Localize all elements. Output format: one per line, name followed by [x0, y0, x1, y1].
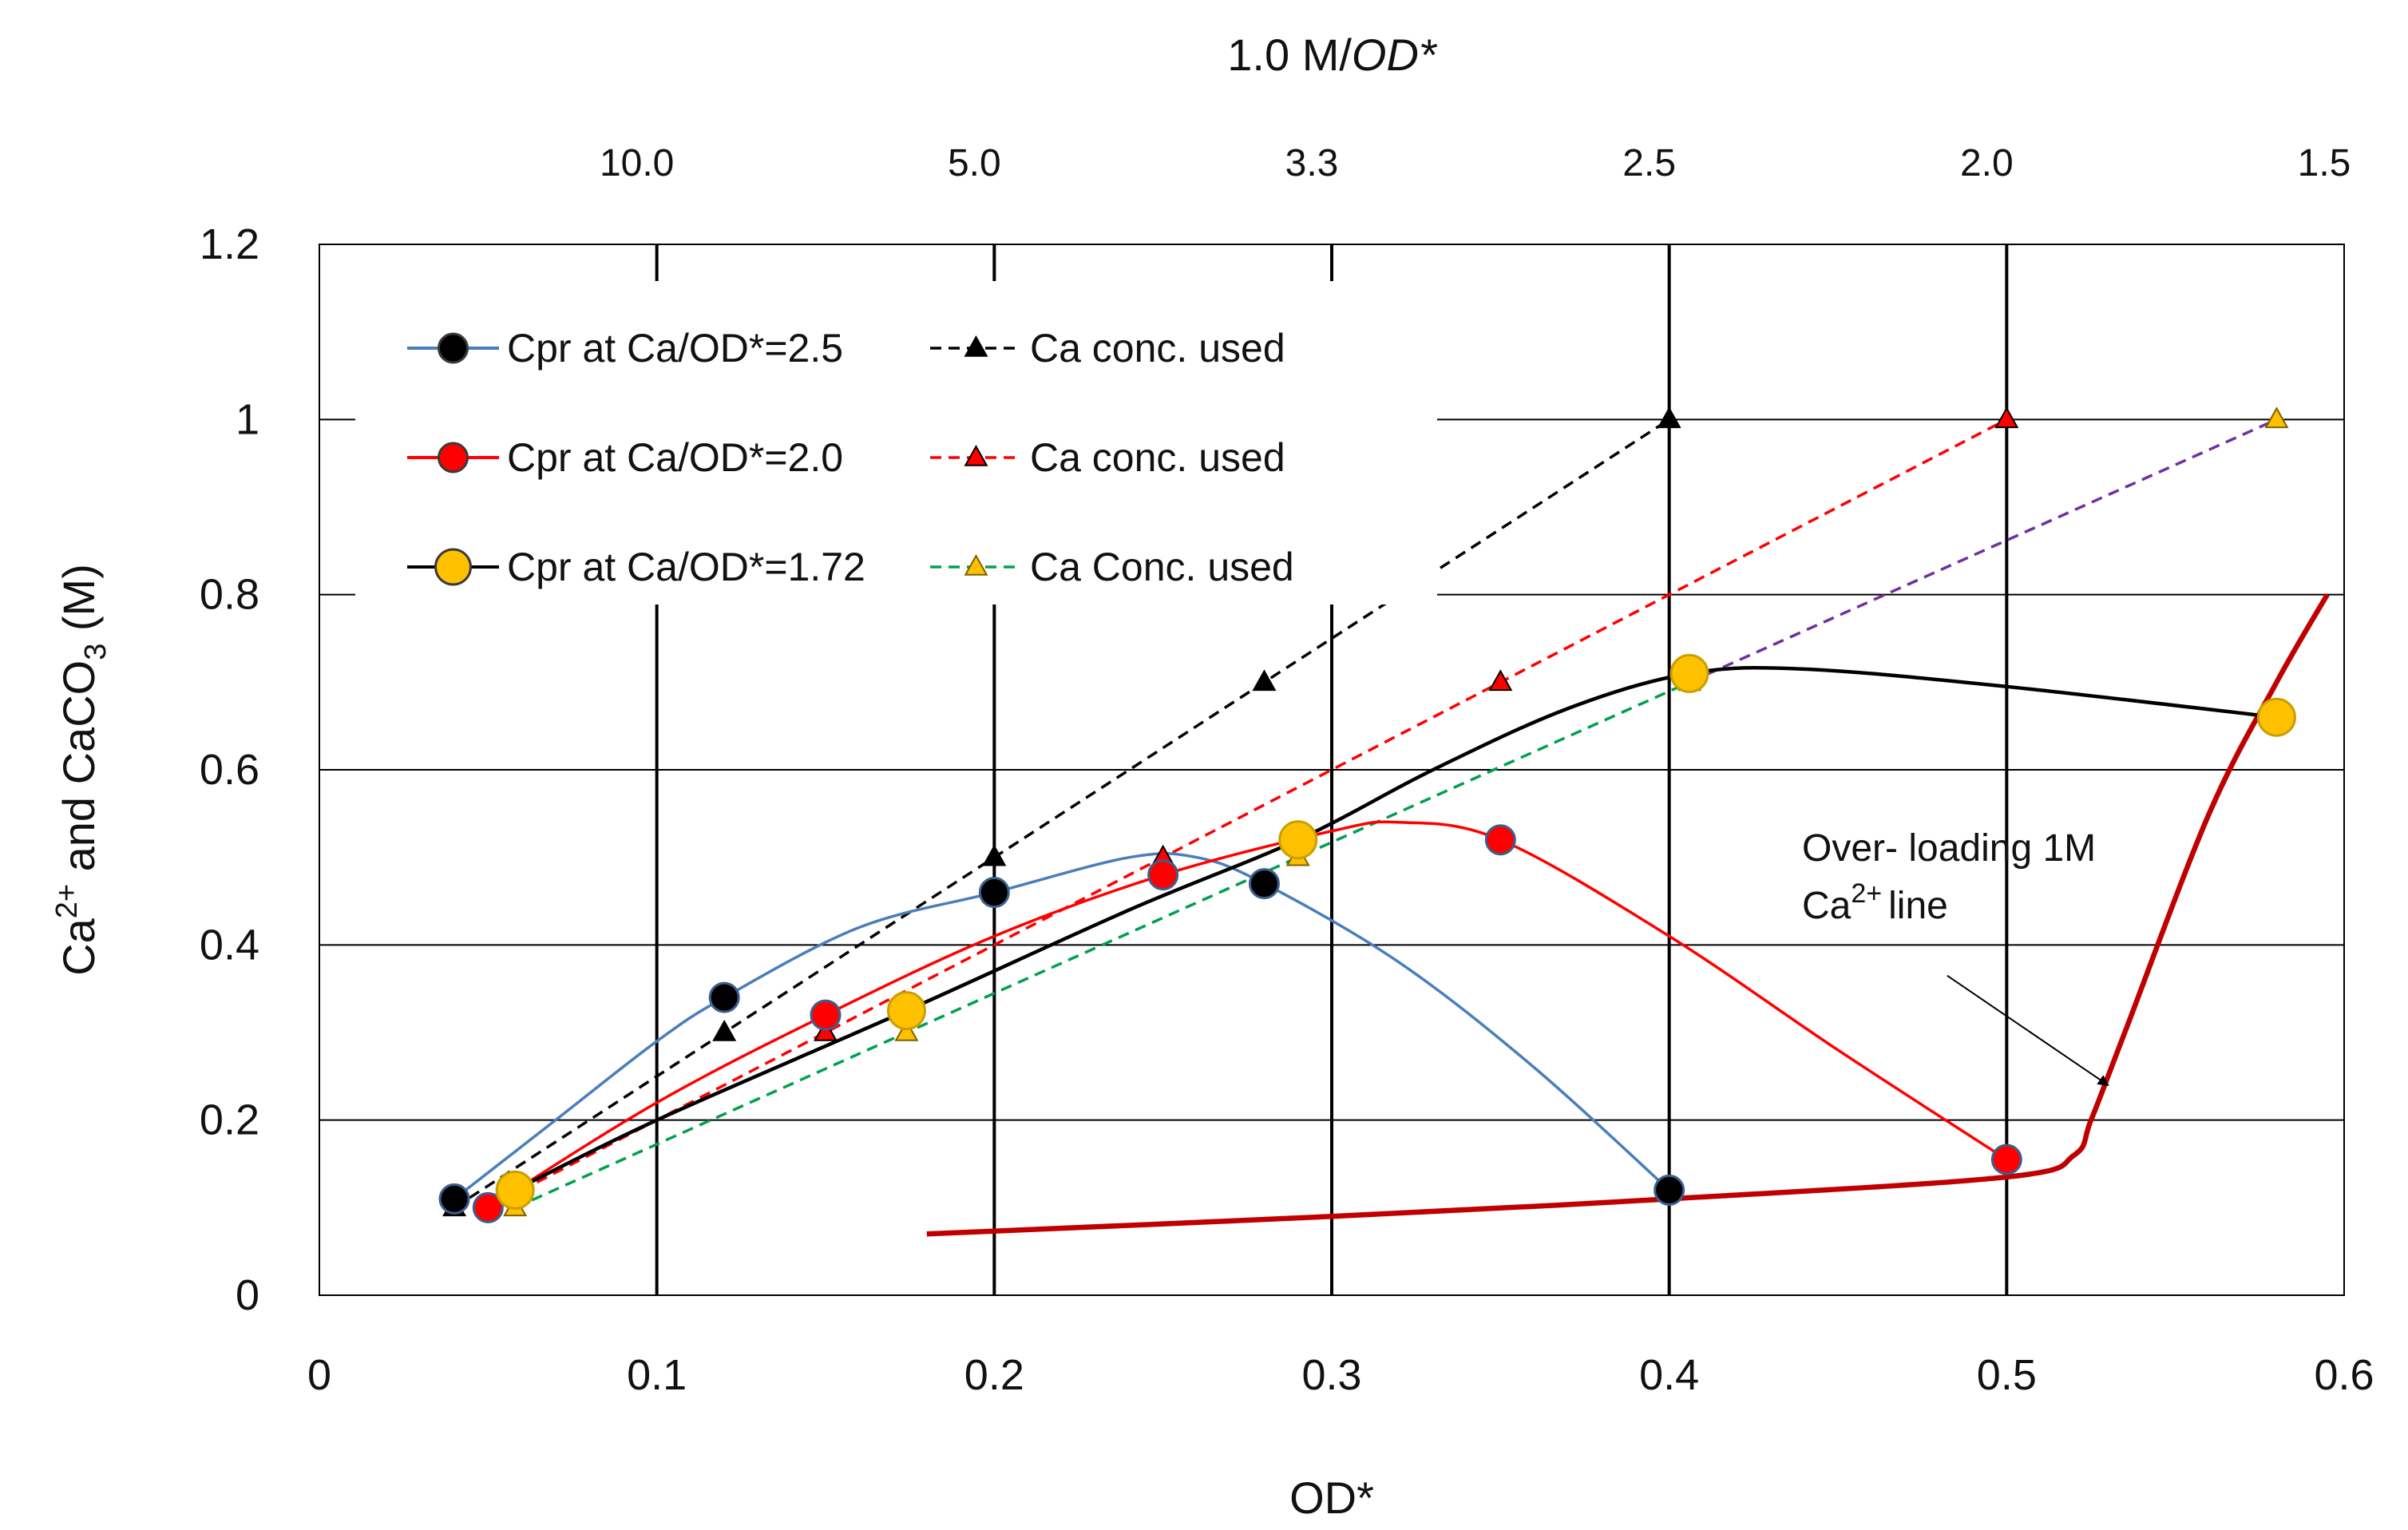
annotation-ca-sup: 2+	[1851, 878, 1882, 909]
circle-marker	[1147, 859, 1179, 891]
annotation-ca: Ca	[1802, 885, 1852, 927]
circle-marker	[1248, 868, 1280, 900]
legend-triangle-marker	[964, 444, 988, 466]
top-tick-label: 1.5	[2298, 142, 2351, 184]
triangle-marker	[982, 844, 1007, 866]
annotation-line-word: line	[1888, 885, 1948, 927]
annotation: Over- loading 1M Ca2+ line	[1802, 827, 2109, 1086]
series-line-4	[514, 665, 2277, 1192]
x-tick-label: 0.2	[964, 1351, 1024, 1399]
legend-circle-marker	[438, 332, 469, 364]
y-title-sup: 2+	[50, 884, 84, 918]
legend-label: Cpr at Ca/OD*=2.5	[507, 326, 843, 371]
triangle-marker	[1252, 669, 1277, 692]
legend-background	[355, 281, 1437, 604]
triangle-marker	[813, 1019, 838, 1041]
legend-triangle-marker	[964, 553, 988, 576]
top-tick-label: 10.0	[600, 142, 674, 184]
triangle-marker	[1994, 406, 2019, 429]
top-tick-label: 5.0	[948, 142, 1001, 184]
circle-marker	[1278, 820, 1318, 860]
x-tick-label: 0.5	[1977, 1351, 2037, 1399]
top-tick-label: 2.5	[1622, 142, 1676, 184]
series-line-2	[487, 820, 2008, 1209]
y-tick-label: 0.6	[200, 746, 259, 794]
y-tick-labels: 0 0.2 0.4 0.6 0.8 1 1.2	[200, 220, 259, 1319]
circle-marker	[1669, 653, 1709, 693]
circle-marker	[438, 1183, 470, 1215]
y-title-sub: 3	[79, 644, 113, 660]
triangle-marker	[712, 1019, 737, 1041]
y-tick-label: 0	[236, 1271, 259, 1319]
annotation-line1: Over- loading 1M	[1802, 827, 2096, 870]
annotation-arrow	[1947, 974, 2109, 1086]
legend-label: Ca conc. used	[1030, 326, 1285, 371]
x-axis-title: OD*	[1289, 1473, 1374, 1523]
x-tick-label: 0.3	[1301, 1351, 1361, 1399]
circle-marker	[886, 991, 926, 1031]
circle-marker	[708, 981, 740, 1013]
y-tick-label: 0.4	[200, 921, 259, 969]
plot-area-border	[319, 244, 2345, 1296]
legend-label: Ca conc. used	[1030, 435, 1285, 480]
annotation-line2: Ca2+ line	[1802, 878, 1948, 927]
circle-marker	[472, 1191, 504, 1223]
circle-marker	[810, 999, 842, 1031]
y-title-mid: and CaCO	[53, 660, 104, 884]
legend: Cpr at Ca/OD*=2.5 Ca conc. used Cpr at Ca/…	[355, 281, 1437, 604]
top-tick-labels: 10.0 5.0 3.3 2.5 2.0 1.5	[600, 142, 2351, 184]
circle-marker	[2256, 697, 2296, 737]
legend-triangle-marker	[964, 335, 988, 357]
y-title-end: (M)	[53, 564, 104, 644]
circle-marker	[978, 877, 1010, 909]
legend-label: Ca Conc. used	[1030, 545, 1294, 589]
triangle-marker	[1657, 406, 1681, 429]
circle-marker	[495, 1170, 535, 1210]
top-tick-label: 3.3	[1285, 142, 1339, 184]
circle-marker	[1654, 1174, 1685, 1206]
y-title-ca: Ca	[53, 918, 104, 975]
series-line-7	[926, 593, 2330, 1237]
marker-layer	[438, 406, 2296, 1223]
top-axis-title-prefix: 1.0 M/	[1227, 30, 1352, 80]
x-tick-label: 0.4	[1639, 1351, 1699, 1399]
legend-circle-marker	[434, 548, 472, 586]
y-tick-label: 0.8	[200, 571, 259, 619]
triangle-marker	[2264, 406, 2289, 429]
x-tick-label: 0.6	[2314, 1351, 2374, 1399]
x-tick-label: 0.1	[627, 1351, 687, 1399]
legend-circle-marker	[438, 442, 469, 474]
x-tick-labels: 0 0.1 0.2 0.3 0.4 0.5 0.6	[307, 1351, 2374, 1399]
y-tick-label: 1	[236, 395, 259, 443]
x-tick-label: 0	[307, 1351, 331, 1399]
legend-label: Cpr at Ca/OD*=2.0	[507, 435, 843, 480]
circle-marker	[1990, 1144, 2022, 1175]
circle-marker	[1484, 824, 1516, 856]
top-axis-title-italic: OD*	[1352, 30, 1438, 80]
series-line-6	[1689, 418, 2278, 684]
triangle-marker	[1488, 669, 1513, 692]
series-line-0	[453, 852, 1670, 1200]
triangle-marker	[894, 1019, 919, 1041]
y-axis-title: Ca2+ and CaCO3 (M)	[50, 564, 113, 976]
y-tick-label: 1.2	[200, 220, 259, 268]
top-axis-title: 1.0 M/OD*	[1227, 30, 1438, 80]
top-tick-label: 2.0	[1960, 142, 2014, 184]
legend-label: Cpr at Ca/OD*=1.72	[507, 545, 865, 589]
y-tick-label: 0.2	[200, 1096, 259, 1144]
series-line-5	[514, 680, 1690, 1209]
